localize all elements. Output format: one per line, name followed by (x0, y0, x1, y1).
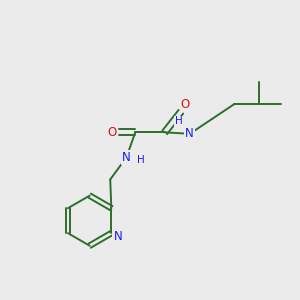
Text: N: N (185, 127, 194, 140)
Text: N: N (113, 230, 122, 243)
Text: O: O (107, 126, 116, 139)
Text: H: H (137, 155, 145, 165)
Text: N: N (122, 151, 131, 164)
Text: O: O (181, 98, 190, 111)
Text: H: H (175, 116, 182, 126)
